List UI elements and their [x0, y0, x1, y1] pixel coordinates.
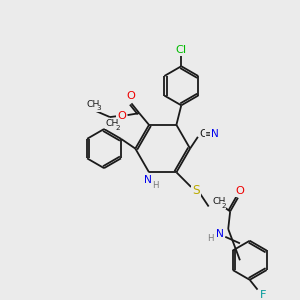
Text: C: C	[200, 129, 207, 139]
Text: H: H	[207, 234, 214, 243]
Text: O: O	[236, 186, 244, 196]
Text: N: N	[144, 175, 152, 185]
Text: CH: CH	[105, 119, 119, 128]
Text: CH: CH	[213, 197, 226, 206]
Text: F: F	[260, 290, 267, 300]
Text: ≡: ≡	[205, 129, 214, 139]
Text: O: O	[126, 91, 135, 100]
Text: H: H	[152, 181, 158, 190]
Text: S: S	[192, 184, 200, 197]
Text: Cl: Cl	[176, 45, 187, 55]
Text: 2: 2	[116, 125, 120, 131]
Text: N: N	[211, 129, 218, 139]
Text: 3: 3	[97, 105, 101, 111]
Text: O: O	[117, 111, 126, 121]
Text: CH: CH	[87, 100, 100, 109]
Text: 2: 2	[221, 202, 226, 208]
Text: N: N	[216, 229, 224, 239]
